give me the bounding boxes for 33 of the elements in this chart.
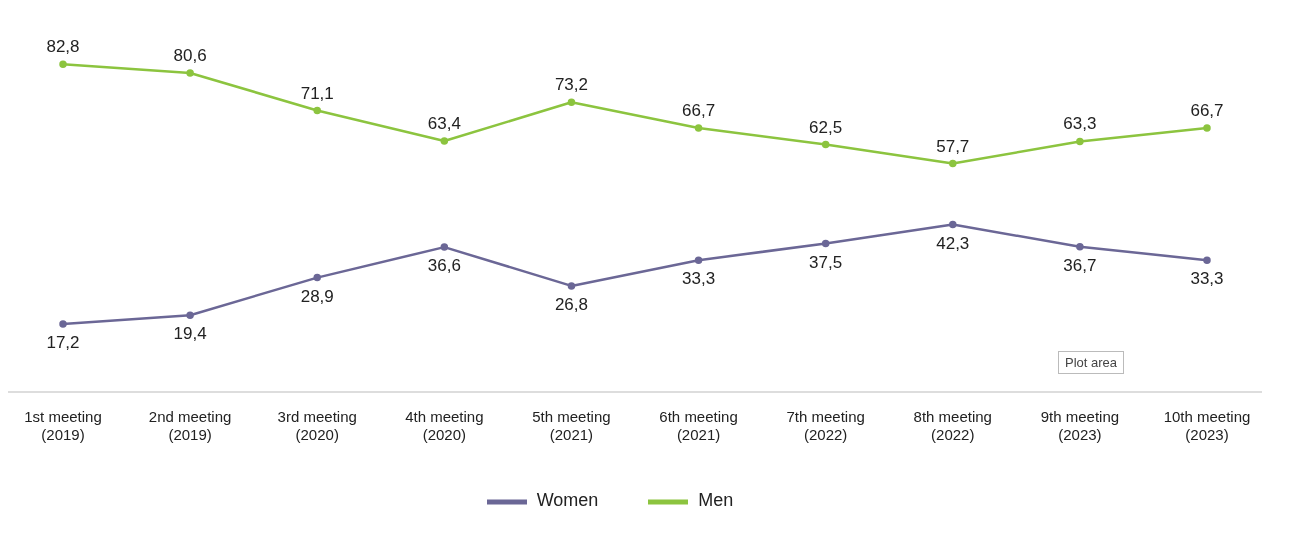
x-tick-label: 8th meeting (2022) (913, 408, 992, 443)
x-tick-label: 2nd meeting (2019) (148, 408, 232, 443)
data-label: 33,3 (682, 269, 716, 289)
data-label: 62,5 (809, 117, 843, 137)
legend-label: Women (536, 490, 599, 511)
legend-label: Men (698, 490, 734, 511)
data-label: 17,2 (46, 332, 80, 352)
x-tick-label: 1st meeting (2019) (24, 408, 102, 443)
data-label: 28,9 (300, 286, 334, 306)
data-label: 73,2 (554, 75, 588, 95)
data-label: 63,3 (1063, 114, 1097, 134)
data-label: 66,7 (682, 100, 716, 120)
x-tick-label: 3rd meeting (2020) (277, 408, 357, 443)
data-label: 82,8 (46, 37, 80, 57)
data-label: 19,4 (173, 324, 207, 344)
data-label: 57,7 (936, 136, 970, 156)
data-label: 63,4 (427, 114, 461, 134)
data-label: 36,6 (427, 256, 461, 276)
x-tick-label: 5th meeting (2021) (532, 408, 611, 443)
x-tick-label: 10th meeting (2023) (1163, 408, 1251, 443)
data-label: 80,6 (173, 45, 207, 65)
data-label: 66,7 (1190, 100, 1224, 120)
data-label: 42,3 (936, 233, 970, 253)
data-label: 26,8 (554, 294, 588, 314)
data-label: 36,7 (1063, 255, 1097, 275)
x-tick-label: 9th meeting (2023) (1040, 408, 1120, 443)
data-label: 71,1 (300, 83, 334, 103)
text: Plot area (1058, 351, 1125, 374)
x-tick-label: 4th meeting (2020) (405, 408, 484, 443)
data-label: 37,5 (809, 252, 843, 272)
data-label: 33,3 (1190, 269, 1224, 289)
x-tick-label: 7th meeting (2022) (786, 408, 865, 443)
x-tick-label: 6th meeting (2021) (659, 408, 738, 443)
